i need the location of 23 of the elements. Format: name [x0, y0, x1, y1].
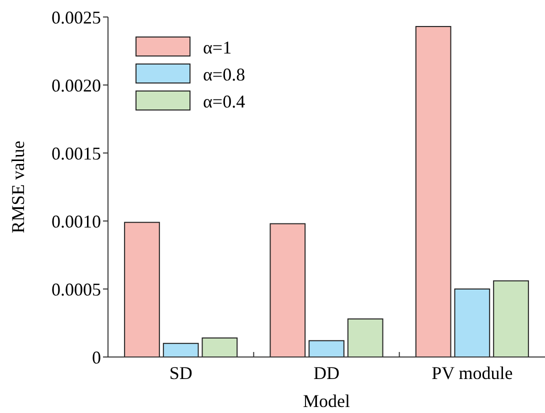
- bar: [124, 222, 160, 358]
- bar: [415, 26, 452, 358]
- bar: [308, 340, 344, 358]
- y-tick-label: 0.0025: [52, 7, 101, 28]
- legend-label: α=1: [203, 37, 232, 58]
- bar: [162, 342, 199, 358]
- bar: [493, 280, 529, 358]
- bar: [347, 318, 384, 358]
- x-tick-label: PV module: [432, 363, 513, 383]
- bar: [202, 337, 238, 358]
- y-tick-label: 0.0005: [52, 279, 101, 300]
- x-axis-title: Model: [303, 391, 350, 411]
- y-tick-label: 0.0015: [52, 143, 101, 164]
- legend-label: α=0.4: [203, 91, 246, 112]
- x-tick-label: SD: [169, 363, 192, 383]
- x-tick-label: DD: [314, 363, 340, 383]
- bar: [454, 288, 490, 358]
- y-tick-label: 0.0010: [52, 211, 101, 232]
- y-tick-label: 0: [92, 347, 101, 368]
- y-axis-title: RMSE value: [8, 140, 28, 234]
- y-tick-label: 0.0020: [52, 75, 101, 96]
- bar: [270, 223, 306, 358]
- legend-label: α=0.8: [203, 64, 246, 84]
